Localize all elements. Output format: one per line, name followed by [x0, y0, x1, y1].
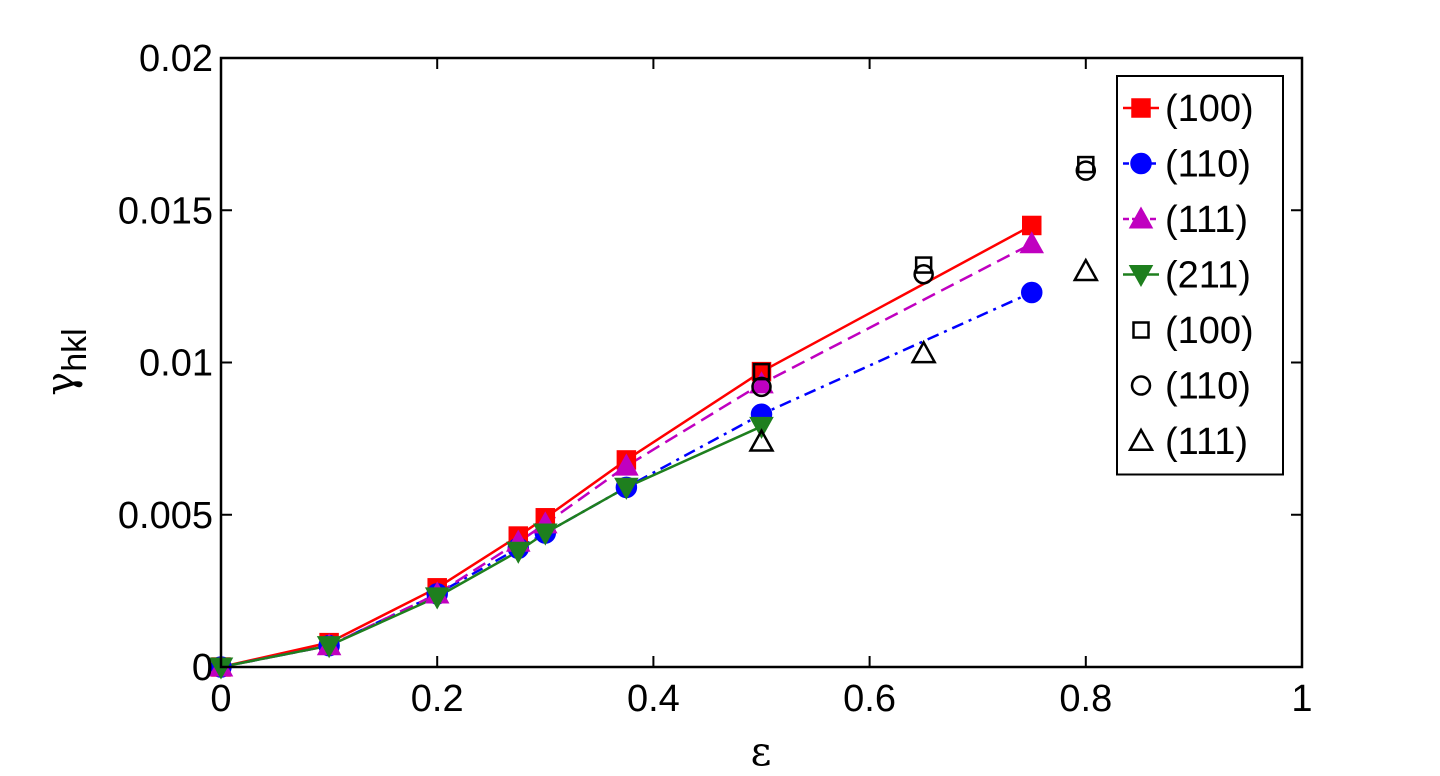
legend-label: (100) [1165, 310, 1254, 352]
series-4-point [752, 362, 771, 381]
series-3-point [749, 416, 774, 439]
legend: (100) (110) (111) (211) (100) (110) (111) [1116, 75, 1284, 476]
y-axis-label-main: γ [38, 372, 84, 396]
legend-marker [1132, 321, 1150, 339]
y-tick-label: 0.01 [139, 343, 213, 385]
tick-labels: 0 0.2 0.4 0.6 0.8 1 0 0.005 0.01 0.015 0.02 [118, 38, 1313, 720]
series-line-0 [220, 224, 1033, 669]
series-3-point [506, 541, 531, 564]
legend-marker [1127, 427, 1155, 452]
plot-frame [219, 56, 1304, 669]
y-tick-label: 0.015 [118, 190, 213, 232]
x-tick-label: 0.4 [627, 678, 680, 720]
x-tick-label: 1 [1291, 678, 1312, 720]
series-6-point [748, 428, 775, 452]
legend-label: (211) [1165, 255, 1251, 297]
series-6-point [1072, 257, 1099, 282]
legend-label: (110) [1165, 366, 1251, 408]
series-5-point [913, 263, 934, 285]
legend-label: (100) [1165, 88, 1254, 130]
x-axis-label: ε [751, 729, 772, 775]
x-tick-label: 0.2 [411, 678, 464, 720]
series-4-point [914, 256, 933, 274]
series-2-point [614, 453, 639, 476]
legend-marker [1130, 152, 1152, 175]
y-tick-label: 0 [192, 647, 213, 689]
y-tick-label: 0.02 [139, 38, 213, 80]
legend-label: (111) [1165, 421, 1248, 463]
series-5-point [1075, 160, 1097, 181]
series-6-point [910, 339, 937, 364]
series-3-point [533, 523, 558, 546]
legend-label: (111) [1165, 199, 1248, 241]
series-3-point [614, 477, 639, 500]
legend-marker [1128, 206, 1154, 229]
series-5-point [751, 376, 772, 398]
y-axis-label: γhkl [38, 328, 94, 395]
legend-marker [1130, 375, 1152, 396]
legend-marker [1131, 98, 1151, 118]
y-tick-label: 0.005 [118, 495, 213, 537]
series-3-point [424, 587, 450, 610]
series-1-point [1021, 281, 1043, 304]
y-axis-label-sub: hkl [56, 328, 94, 371]
legend-label: (110) [1165, 144, 1251, 186]
series-markers [208, 155, 1099, 680]
legend-marker [1128, 264, 1154, 288]
x-tick-label: 0.8 [1059, 678, 1112, 720]
series-2-point [749, 371, 774, 394]
series-line-1 [220, 291, 1033, 669]
x-tick-label: 0.6 [843, 678, 896, 720]
series-2-point [1019, 231, 1045, 254]
x-tick-label: 0 [210, 678, 231, 720]
series-3-point [316, 636, 342, 659]
